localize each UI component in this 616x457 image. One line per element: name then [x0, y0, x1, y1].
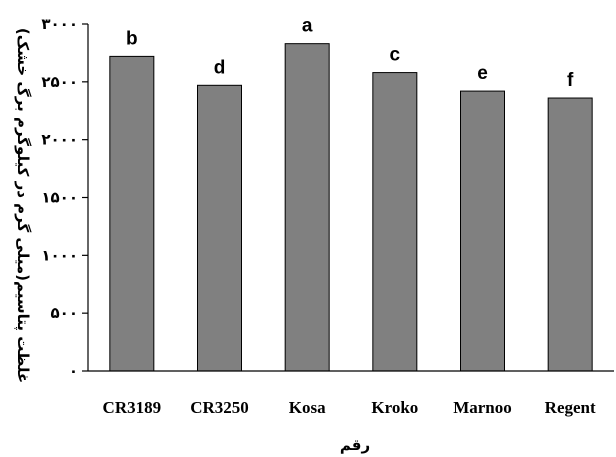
bar-label-cr3250: d [214, 57, 226, 78]
x-tick-label-cr3250: CR3250 [190, 398, 249, 417]
y-axis-title: غلظت پتاسیم(میلی گرم در کیلوگرم برگ خشک) [13, 28, 32, 383]
bar-marnoo [460, 90, 505, 372]
bar-kosa [284, 43, 330, 372]
x-tick-label-kosa: Kosa [289, 398, 326, 417]
bar-label-kosa: a [302, 16, 313, 37]
bar-label-cr3189: b [126, 28, 138, 49]
y-tick-label: ۵۰۰ [51, 304, 78, 322]
bar-cr3189 [109, 55, 155, 372]
bar-regent [547, 97, 593, 372]
bar-label-marnoo: e [477, 63, 488, 84]
bar-label-kroko: c [390, 45, 401, 66]
y-tick-label: ۱۰۰۰ [41, 246, 78, 264]
x-tick-label-kroko: Kroko [371, 398, 418, 417]
bars [109, 43, 593, 372]
x-axis-category-labels: CR3189 CR3250 Kosa Kroko Marnoo Regent [103, 398, 596, 417]
bar-significance-labels: b d a c e f [126, 16, 574, 91]
x-tick-label-cr3189: CR3189 [103, 398, 162, 417]
y-axis-ticks: ۰ ۵۰۰ ۱۰۰۰ ۱۵۰۰ ۲۰۰۰ ۲۵۰۰ ۳۰۰۰ [41, 15, 88, 380]
bar-cr3250 [197, 84, 242, 372]
y-tick-label: ۱۵۰۰ [41, 189, 78, 207]
y-tick-label: ۰ [69, 362, 78, 380]
x-axis-title: رقم [340, 436, 370, 454]
bar-kroko [372, 72, 418, 372]
bar-label-regent: f [567, 70, 574, 91]
y-tick-label: ۲۵۰۰ [41, 73, 78, 91]
x-tick-label-regent: Regent [545, 398, 596, 417]
y-tick-label: ۳۰۰۰ [41, 15, 78, 33]
x-tick-label-marnoo: Marnoo [453, 398, 512, 417]
y-tick-label: ۲۰۰۰ [41, 131, 78, 149]
